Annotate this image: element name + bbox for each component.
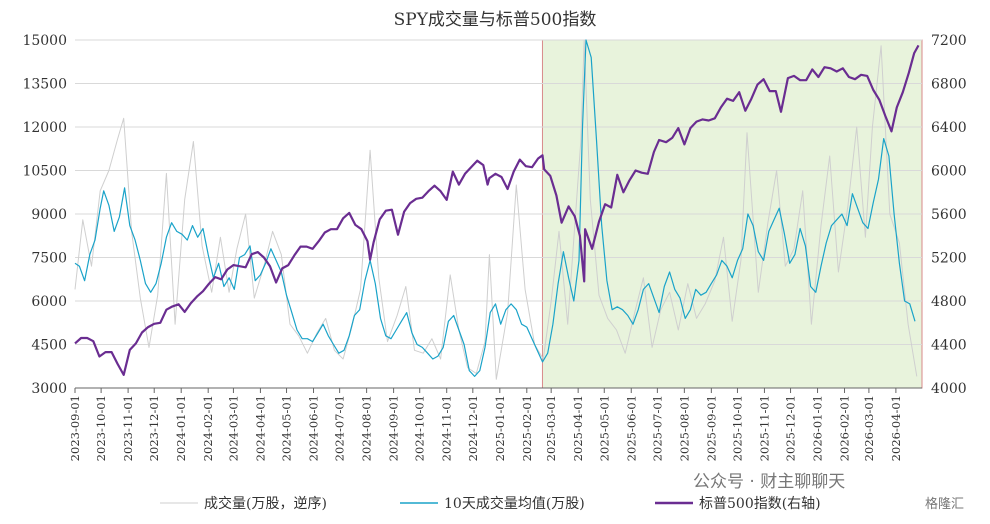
- x-tick-label-17: 2025-02-01: [520, 395, 534, 461]
- watermark-gelonghui: 格隆汇: [925, 496, 964, 512]
- x-tick-label-10: 2024-07-01: [333, 395, 347, 461]
- x-tick-label-7: 2024-04-01: [253, 395, 267, 461]
- x-tick-label-4: 2024-01-01: [174, 395, 188, 461]
- x-tick-label-9: 2024-06-01: [307, 395, 321, 461]
- x-tick-label-19: 2025-04-01: [571, 395, 585, 461]
- axes-layer: 3000 4500 6000 7500 9000 10500 12000 13500 15000…: [22, 33, 966, 461]
- x-tick-label-3: 2023-12-01: [147, 395, 161, 461]
- left-tick-label-0: 3000: [31, 381, 67, 397]
- x-tick-label-13: 2024-10-01: [413, 395, 427, 461]
- legend-label-1: 10天成交量均值(万股): [444, 495, 585, 512]
- x-tick-label-27: 2025-12-01: [784, 395, 798, 461]
- x-tick-label-23: 2025-08-01: [677, 395, 691, 461]
- left-tick-label-4: 9000: [31, 207, 67, 223]
- volume-series-layer: [74, 39, 918, 380]
- left-tick-label-1: 4500: [31, 338, 67, 354]
- x-tick-label-28: 2026-01-01: [811, 395, 825, 461]
- x-tick-label-22: 2025-07-01: [650, 395, 664, 461]
- series-line-0: [74, 39, 918, 380]
- spx-series-layer: [74, 44, 920, 376]
- left-tick-label-5: 10500: [22, 164, 67, 180]
- left-tick-label-6: 12000: [22, 120, 67, 136]
- right-tick-label-6: 6400: [931, 120, 967, 136]
- x-tick-label-21: 2025-06-01: [624, 395, 638, 461]
- watermark-layer: 公众号 · 财主聊聊天 格隆汇: [693, 472, 964, 512]
- x-tick-label-18: 2025-03-01: [544, 395, 558, 461]
- x-tick-label-8: 2024-05-01: [280, 395, 294, 461]
- right-tick-label-7: 6800: [931, 77, 967, 93]
- series-line-2: [74, 44, 920, 376]
- legend: 成交量(万股，逆序) 10天成交量均值(万股) 标普500指数(右轴): [160, 495, 821, 512]
- x-tick-label-2: 2023-11-01: [121, 395, 135, 461]
- x-tick-label-31: 2026-04-01: [889, 395, 903, 461]
- watermark-wechat: 公众号 · 财主聊聊天: [693, 472, 845, 492]
- x-tick-label-12: 2024-09-01: [387, 395, 401, 461]
- right-tick-label-3: 5200: [931, 251, 967, 267]
- left-tick-label-2: 6000: [31, 294, 67, 310]
- x-tick-label-24: 2025-09-01: [704, 395, 718, 461]
- right-tick-label-4: 5600: [931, 207, 967, 223]
- x-tick-label-14: 2024-11-01: [440, 395, 454, 461]
- right-tick-label-2: 4800: [931, 294, 967, 310]
- x-tick-label-25: 2025-10-01: [730, 395, 744, 461]
- x-tick-label-0: 2023-09-01: [68, 395, 82, 461]
- x-tick-label-11: 2024-08-01: [360, 395, 374, 461]
- left-tick-label-7: 13500: [22, 77, 67, 93]
- x-tick-label-1: 2023-10-01: [94, 395, 108, 461]
- right-tick-label-5: 6000: [931, 164, 967, 180]
- left-tick-label-8: 15000: [22, 33, 67, 49]
- x-tick-label-16: 2025-01-01: [493, 395, 507, 461]
- x-tick-label-15: 2024-12-01: [466, 395, 480, 461]
- chart-title: SPY成交量与标普500指数: [394, 10, 597, 30]
- right-tick-label-0: 4000: [931, 381, 967, 397]
- right-tick-label-8: 7200: [931, 33, 967, 49]
- left-tick-label-3: 7500: [31, 251, 67, 267]
- x-tick-label-29: 2026-02-01: [838, 395, 852, 461]
- x-tick-label-20: 2025-05-01: [597, 395, 611, 461]
- x-tick-label-6: 2024-03-01: [226, 395, 240, 461]
- x-tick-label-26: 2025-11-01: [757, 395, 771, 461]
- x-tick-label-30: 2026-03-01: [862, 395, 876, 461]
- legend-label-0: 成交量(万股，逆序): [204, 495, 327, 512]
- x-tick-label-5: 2024-02-01: [201, 395, 215, 461]
- right-tick-label-1: 4400: [931, 338, 967, 354]
- legend-label-2: 标普500指数(右轴): [699, 496, 821, 512]
